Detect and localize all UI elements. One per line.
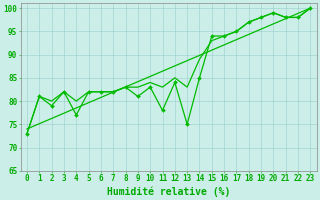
X-axis label: Humidité relative (%): Humidité relative (%) — [107, 186, 230, 197]
